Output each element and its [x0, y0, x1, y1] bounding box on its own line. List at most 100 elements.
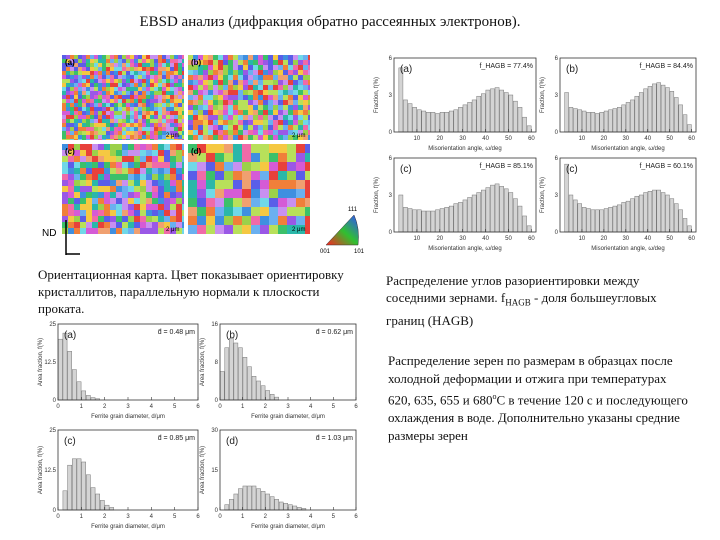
- grain-size-chart-d: 0 1 2 3 4 5 6 0 15 30 Ferrite grain diameter, d/μm…: [200, 428, 358, 530]
- panel-label: (b): [566, 64, 578, 75]
- histogram-bar: [577, 203, 582, 233]
- y-tick-label: 0: [53, 508, 57, 514]
- histogram-bar: [674, 203, 679, 233]
- grain-size-chart-b: 0 1 2 3 4 5 6 0 8 16 Ferrite grain diameter, d/μm A…: [200, 322, 358, 420]
- y-axis-label: Fraction, f(%): [374, 77, 380, 113]
- histogram-bar: [274, 499, 279, 511]
- x-tick-label: 4: [309, 404, 313, 410]
- grain-size-chart-a: 0 1 2 3 4 5 6 0 12.5 25 Ferrite grain diameter, d/…: [38, 322, 200, 420]
- misorientation-caption-text: Распределение углов разориентировки межд…: [386, 273, 640, 305]
- histogram-bar: [621, 104, 626, 133]
- y-tick-label: 30: [211, 428, 218, 434]
- x-axis-label: Misorientation angle, ω/deg: [428, 246, 501, 252]
- histogram-bar: [485, 89, 491, 133]
- histogram-bar: [448, 110, 454, 133]
- x-axis-label: Ferrite grain diameter, d/μm: [91, 414, 165, 420]
- x-tick-label: 3: [126, 514, 130, 520]
- histogram-bar: [590, 209, 596, 233]
- panel-label: (d): [226, 436, 238, 447]
- histogram-bar: [260, 491, 266, 511]
- histogram-bar: [62, 332, 68, 401]
- x-tick-label: 60: [688, 136, 695, 142]
- histogram-bar: [682, 114, 688, 133]
- x-tick-label: 6: [354, 404, 358, 410]
- x-tick-label: 4: [150, 514, 154, 520]
- histogram-bar: [687, 225, 692, 233]
- histogram-bar: [412, 107, 417, 133]
- histogram-bar: [476, 95, 482, 133]
- x-tick-label: 30: [459, 236, 466, 242]
- x-tick-label: 60: [528, 136, 535, 142]
- histogram-bar: [652, 189, 657, 233]
- histogram-bar: [462, 199, 468, 233]
- histogram-bar: [508, 94, 514, 133]
- histogram-bar: [439, 208, 445, 233]
- histogram-bar: [517, 107, 523, 133]
- histogram-bar: [444, 112, 449, 133]
- histogram-bar: [573, 108, 578, 133]
- x-tick-label: 30: [459, 136, 466, 142]
- x-tick-label: 10: [579, 236, 586, 242]
- histogram-bar: [494, 87, 500, 133]
- histogram-bar: [224, 347, 230, 401]
- histogram-bar: [76, 458, 82, 511]
- histogram-bar: [599, 112, 604, 133]
- histogram-bar: [634, 95, 639, 133]
- x-tick-label: 30: [622, 136, 629, 142]
- misorientation-chart-c: 10 20 30 40 50 60 0 3 6 Misorientation angle, ω/d…: [374, 156, 537, 252]
- histogram-bar: [260, 385, 266, 401]
- histogram-bar: [256, 380, 261, 401]
- histogram-bar: [458, 107, 463, 133]
- y-axis-label: Fraction, f(%): [374, 177, 380, 213]
- x-tick-label: 2: [103, 514, 107, 520]
- grain-size-caption-text: Распределение зерен по размерам в образц…: [388, 353, 673, 408]
- y-axis-label: Area fraction, f(%): [38, 446, 44, 494]
- histogram-bar: [513, 198, 518, 233]
- histogram-bar: [643, 88, 648, 133]
- histogram-bar: [612, 205, 618, 233]
- histogram-bar: [522, 116, 527, 133]
- histogram-bar: [104, 504, 110, 511]
- y-axis-label: Fraction, f(%): [540, 77, 546, 113]
- misorientation-chart-b: 10 20 30 40 50 60 0 3 6 Misorientation angle, ω/d…: [540, 56, 697, 152]
- grain-size-caption-tail: С в течение 120 с и последующего охлажде…: [388, 392, 688, 444]
- panel-label: (b): [226, 330, 238, 341]
- x-tick-label: 30: [622, 236, 629, 242]
- y-tick-label: 25: [49, 428, 56, 434]
- grain-size-caption-sup: o: [492, 392, 497, 401]
- x-tick-label: 0: [56, 514, 60, 520]
- histogram-bar: [67, 351, 73, 401]
- histogram-bar: [522, 215, 527, 233]
- histogram-bar: [508, 192, 514, 233]
- histogram-bar: [229, 338, 234, 401]
- plot-frame: [393, 57, 537, 133]
- histogram-bar: [499, 89, 504, 133]
- histogram-bar: [435, 209, 440, 233]
- histogram-bar: [568, 194, 574, 233]
- orientation-map-caption: Ориентационная карта. Цвет показывает ор…: [38, 267, 344, 316]
- x-tick-label: 20: [436, 136, 443, 142]
- histogram-bar: [517, 205, 523, 233]
- histogram-bar: [416, 209, 422, 233]
- histogram-bar: [462, 104, 468, 133]
- chart-annotation: d̄ = 1.03 μm: [316, 435, 353, 442]
- ipf-label-111: 111: [348, 207, 358, 213]
- histogram-bar: [238, 347, 243, 401]
- misorientation-caption: Распределение углов разориентировки межд…: [386, 272, 692, 329]
- histogram-bar: [265, 390, 270, 401]
- histogram-bar: [608, 109, 613, 133]
- x-axis-label: Misorientation angle, ω/deg: [591, 146, 664, 152]
- x-tick-label: 40: [482, 136, 489, 142]
- x-tick-label: 10: [579, 136, 586, 142]
- histogram-bar: [603, 208, 609, 233]
- histogram-bar: [100, 500, 105, 511]
- histogram-bar: [403, 99, 408, 133]
- histogram-bar: [72, 458, 77, 511]
- x-tick-label: 50: [666, 136, 673, 142]
- histogram-bar: [233, 493, 239, 511]
- histogram-bar: [665, 87, 670, 133]
- misorientation-chart-c2: 10 20 30 40 50 60 0 3 6 Misorientation angle, ω/d…: [540, 156, 697, 252]
- x-tick-label: 1: [80, 404, 84, 410]
- histogram-bar: [242, 357, 248, 401]
- histogram-bar: [86, 474, 91, 511]
